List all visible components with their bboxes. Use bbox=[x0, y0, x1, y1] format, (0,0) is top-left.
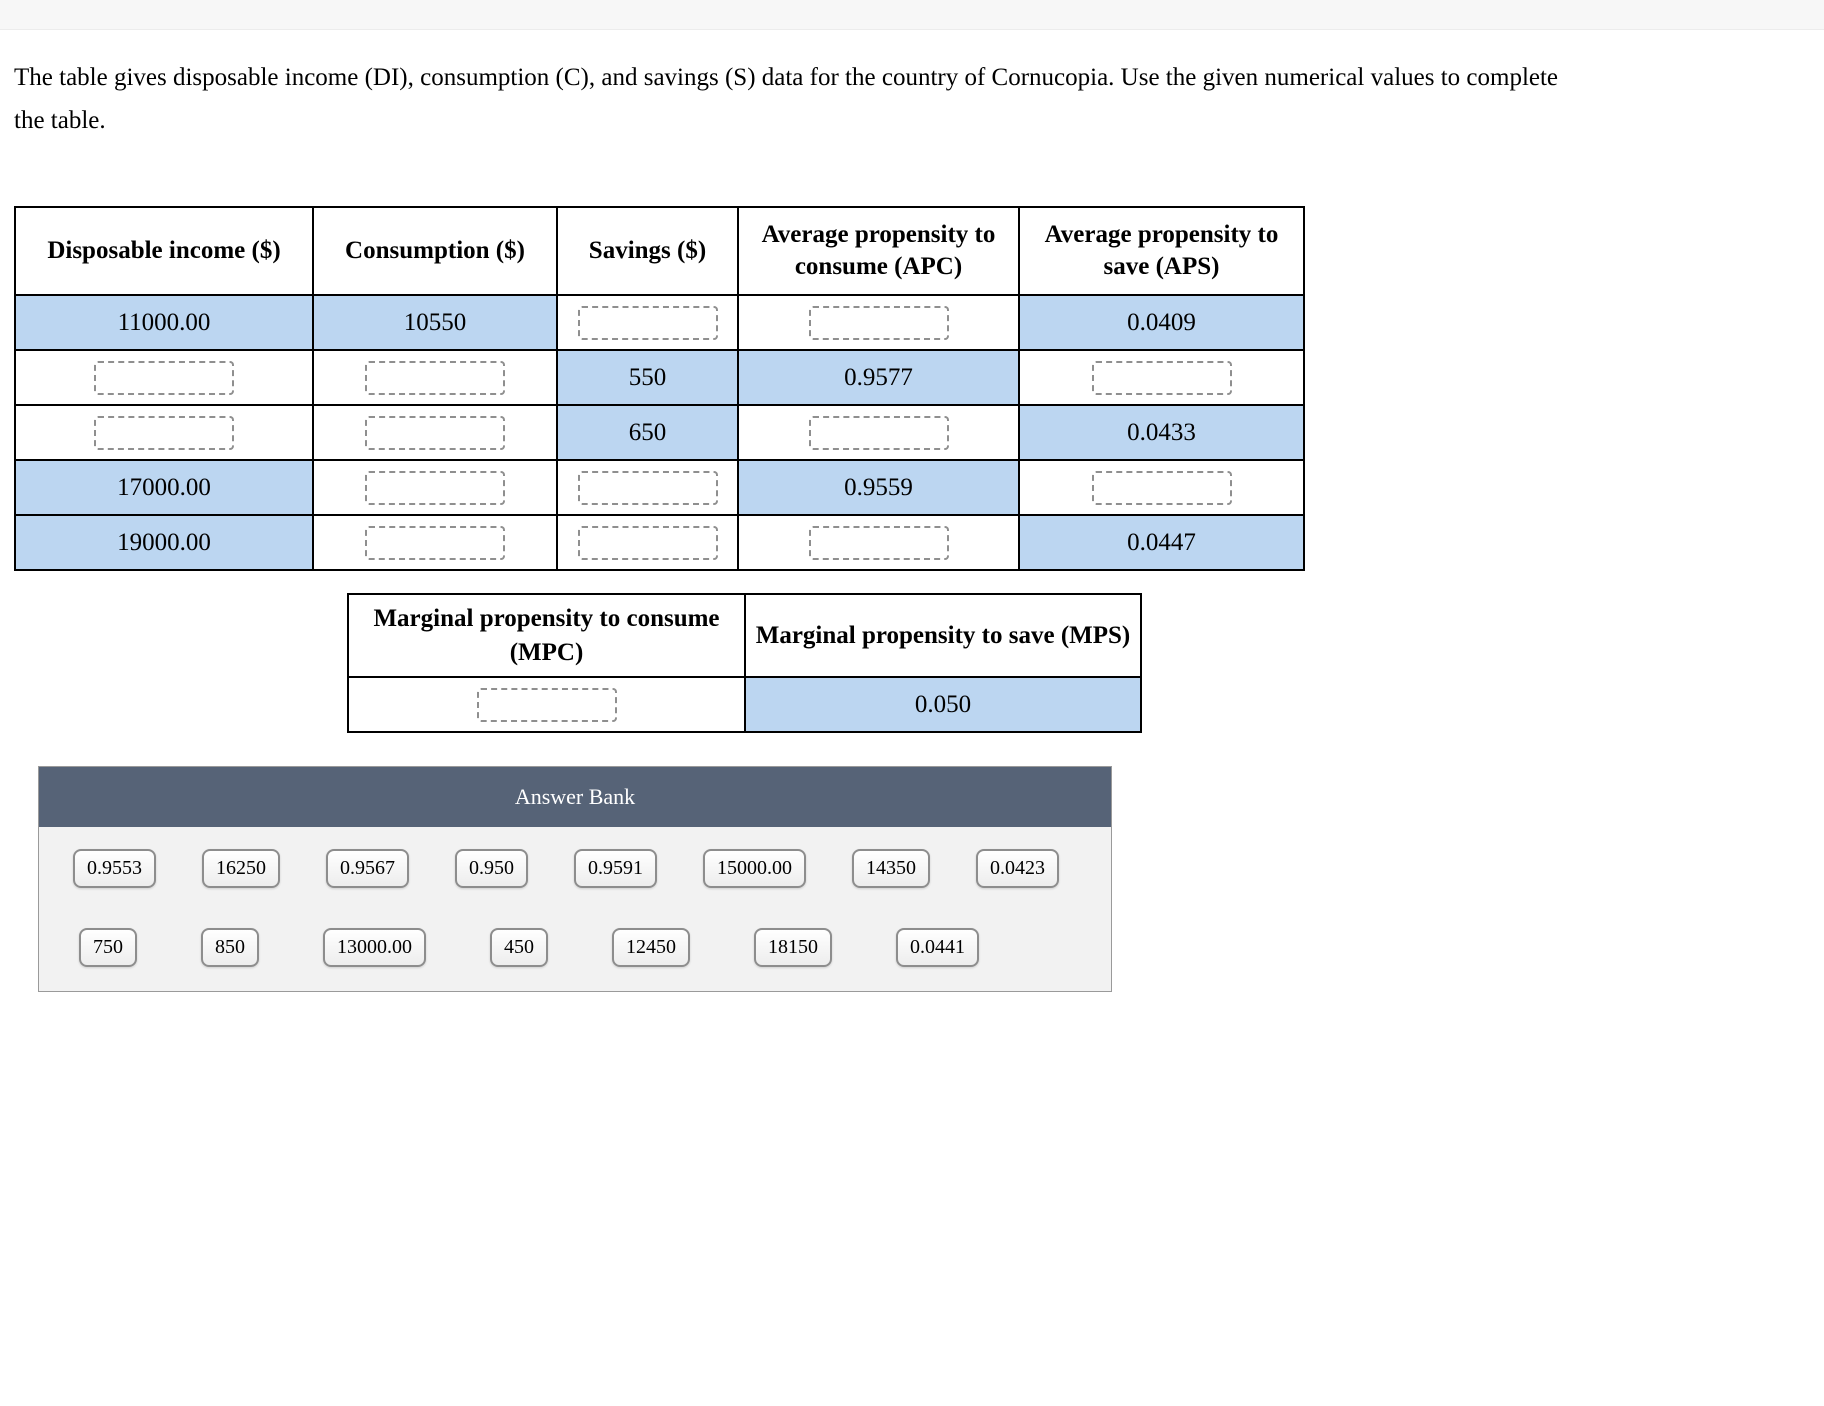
cell-savings-row5 bbox=[556, 514, 739, 571]
dropzone-apc-row1[interactable] bbox=[808, 305, 949, 340]
answer-bank-row-2: 750 850 13000.00 450 12450 18150 0.0441 bbox=[39, 928, 1111, 967]
dropzone-savings-row5[interactable] bbox=[577, 525, 718, 560]
cell-aps-row2 bbox=[1018, 349, 1305, 406]
table-row: 550 0.9577 bbox=[14, 349, 1305, 406]
marginal-propensity-table: Marginal propensity to consume (MPC) Mar… bbox=[347, 593, 1142, 733]
table-row: 650 0.0433 bbox=[14, 404, 1305, 461]
cell-aps-row1: 0.0409 bbox=[1018, 294, 1305, 351]
cell-consumption-row5 bbox=[312, 514, 558, 571]
dropzone-di-row3[interactable] bbox=[94, 415, 234, 450]
answer-bank-row-1: 0.9553 16250 0.9567 0.950 0.9591 15000.0… bbox=[39, 849, 1111, 888]
answer-chip[interactable]: 850 bbox=[201, 928, 259, 967]
page-top-strip bbox=[0, 0, 1824, 30]
answer-chip[interactable]: 0.0441 bbox=[896, 928, 979, 967]
cell-consumption-row3 bbox=[312, 404, 558, 461]
cell-consumption-row4 bbox=[312, 459, 558, 516]
cell-di-row5: 19000.00 bbox=[14, 514, 314, 571]
income-consumption-savings-table: Disposable income ($) Consumption ($) Sa… bbox=[14, 206, 1305, 571]
answer-chip[interactable]: 15000.00 bbox=[703, 849, 806, 888]
header-mps: Marginal propensity to save (MPS) bbox=[744, 593, 1142, 678]
cell-di-row2 bbox=[14, 349, 314, 406]
dropzone-aps-row2[interactable] bbox=[1091, 360, 1232, 395]
answer-chip[interactable]: 14350 bbox=[852, 849, 930, 888]
cell-apc-row3 bbox=[737, 404, 1020, 461]
cell-di-row4: 17000.00 bbox=[14, 459, 314, 516]
header-aps: Average propensity to save (APS) bbox=[1018, 206, 1305, 296]
dropzone-consumption-row5[interactable] bbox=[365, 525, 505, 560]
cell-consumption-row1: 10550 bbox=[312, 294, 558, 351]
answer-chip[interactable]: 750 bbox=[79, 928, 137, 967]
cell-di-row1: 11000.00 bbox=[14, 294, 314, 351]
answer-chip[interactable]: 13000.00 bbox=[323, 928, 426, 967]
header-disposable-income: Disposable income ($) bbox=[14, 206, 314, 296]
header-mpc: Marginal propensity to consume (MPC) bbox=[347, 593, 746, 678]
answer-bank-body: 0.9553 16250 0.9567 0.950 0.9591 15000.0… bbox=[39, 827, 1111, 991]
table-row: 19000.00 0.0447 bbox=[14, 514, 1305, 571]
answer-chip[interactable]: 0.9567 bbox=[326, 849, 409, 888]
table-header-row: Disposable income ($) Consumption ($) Sa… bbox=[14, 206, 1305, 296]
cell-apc-row2: 0.9577 bbox=[737, 349, 1020, 406]
cell-di-row3 bbox=[14, 404, 314, 461]
cell-aps-row3: 0.0433 bbox=[1018, 404, 1305, 461]
table-row: 11000.00 10550 0.0409 bbox=[14, 294, 1305, 351]
dropzone-consumption-row4[interactable] bbox=[365, 470, 505, 505]
mpc-value-row: 0.050 bbox=[347, 676, 1142, 733]
cell-savings-row1 bbox=[556, 294, 739, 351]
dropzone-di-row2[interactable] bbox=[94, 360, 234, 395]
answer-chip[interactable]: 12450 bbox=[612, 928, 690, 967]
cell-savings-row2: 550 bbox=[556, 349, 739, 406]
cell-mpc bbox=[347, 676, 746, 733]
answer-chip[interactable]: 16250 bbox=[202, 849, 280, 888]
dropzone-mpc[interactable] bbox=[476, 687, 617, 722]
answer-chip[interactable]: 0.9591 bbox=[574, 849, 657, 888]
answer-chip[interactable]: 18150 bbox=[754, 928, 832, 967]
cell-aps-row5: 0.0447 bbox=[1018, 514, 1305, 571]
dropzone-consumption-row2[interactable] bbox=[365, 360, 505, 395]
header-apc: Average propensity to consume (APC) bbox=[737, 206, 1020, 296]
answer-chip[interactable]: 0.950 bbox=[455, 849, 528, 888]
header-consumption: Consumption ($) bbox=[312, 206, 558, 296]
cell-apc-row1 bbox=[737, 294, 1020, 351]
answer-chip[interactable]: 0.0423 bbox=[976, 849, 1059, 888]
dropzone-apc-row3[interactable] bbox=[808, 415, 949, 450]
dropzone-savings-row1[interactable] bbox=[577, 305, 718, 340]
answer-chip[interactable]: 0.9553 bbox=[73, 849, 156, 888]
dropzone-apc-row5[interactable] bbox=[808, 525, 949, 560]
dropzone-consumption-row3[interactable] bbox=[365, 415, 505, 450]
mpc-header-row: Marginal propensity to consume (MPC) Mar… bbox=[347, 593, 1142, 678]
header-savings: Savings ($) bbox=[556, 206, 739, 296]
cell-savings-row4 bbox=[556, 459, 739, 516]
dropzone-savings-row4[interactable] bbox=[577, 470, 718, 505]
cell-apc-row5 bbox=[737, 514, 1020, 571]
table-row: 17000.00 0.9559 bbox=[14, 459, 1305, 516]
dropzone-aps-row4[interactable] bbox=[1091, 470, 1232, 505]
cell-apc-row4: 0.9559 bbox=[737, 459, 1020, 516]
cell-savings-row3: 650 bbox=[556, 404, 739, 461]
answer-chip[interactable]: 450 bbox=[490, 928, 548, 967]
cell-aps-row4 bbox=[1018, 459, 1305, 516]
cell-mps: 0.050 bbox=[744, 676, 1142, 733]
answer-bank-title: Answer Bank bbox=[39, 767, 1111, 827]
question-text: The table gives disposable income (DI), … bbox=[14, 64, 1559, 134]
cell-consumption-row2 bbox=[312, 349, 558, 406]
answer-bank: Answer Bank 0.9553 16250 0.9567 0.950 0.… bbox=[38, 766, 1112, 992]
